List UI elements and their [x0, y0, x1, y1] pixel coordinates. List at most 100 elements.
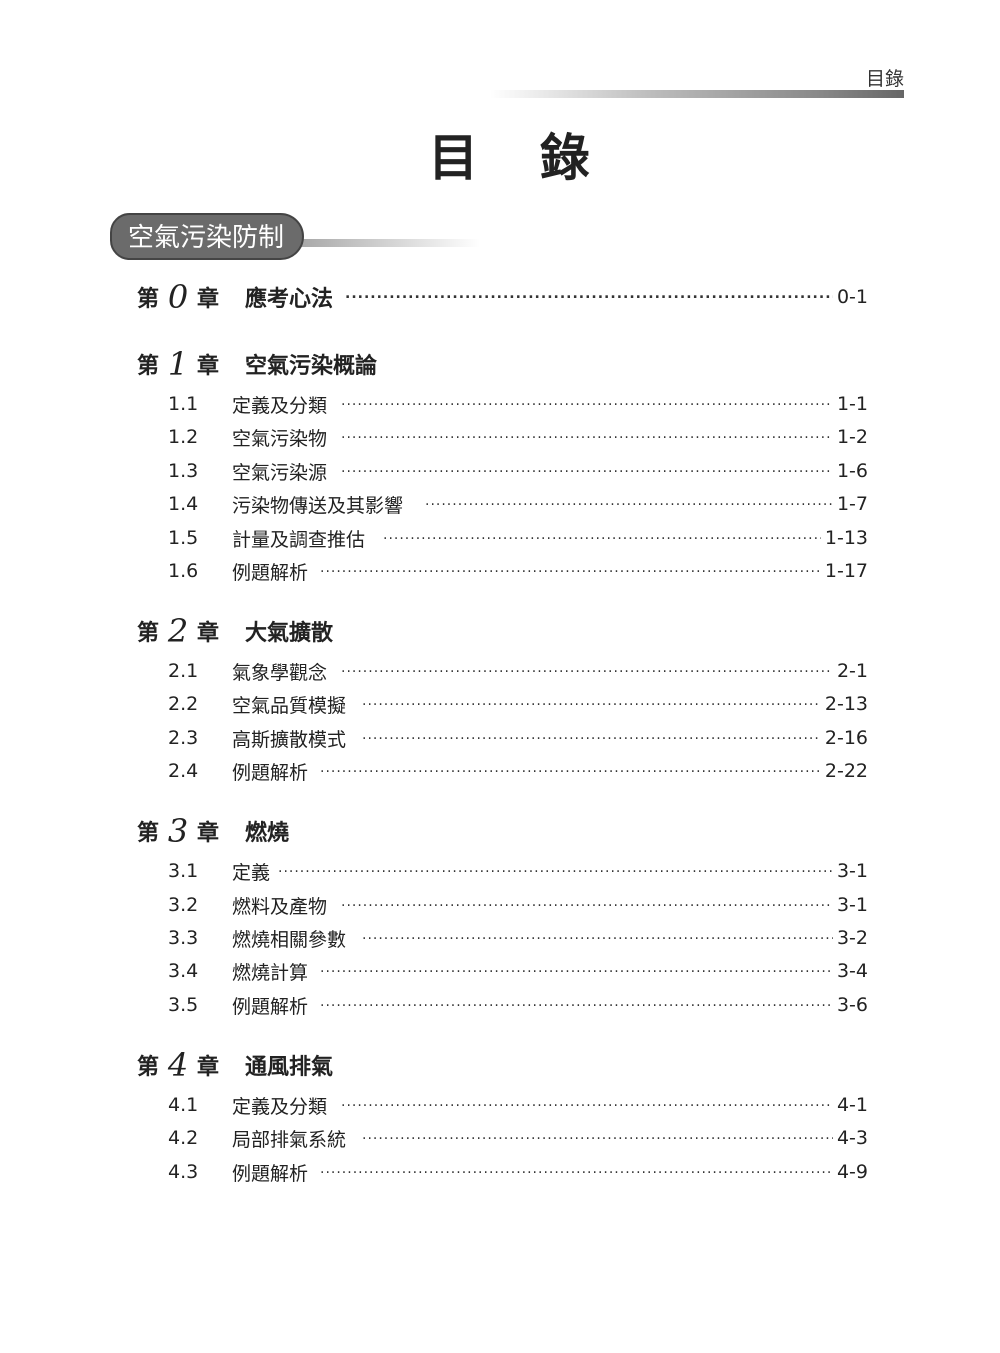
page-number: 2-22 [824, 760, 868, 782]
section-entry[interactable]: 3.1 定義...................................… [0, 856, 1000, 886]
chapter-title: 應考心法 [245, 287, 334, 312]
section-entry[interactable]: 2.4 例題解析.................................… [0, 756, 1000, 786]
chapter-entry[interactable]: 第 2 章大氣擴散 [0, 612, 1000, 650]
leader-dots: ........................................… [320, 760, 821, 776]
chapter-suffix: 章 [197, 354, 220, 379]
page-number: 3-1 [836, 860, 868, 882]
leader-dots: ........................................… [320, 1161, 833, 1177]
section-entry[interactable]: 3.3 燃燒相關參數...............................… [0, 923, 1000, 953]
page-number: 1-1 [836, 393, 868, 415]
running-header: 目錄 [865, 68, 904, 90]
page-number: 1-13 [824, 527, 868, 549]
section-title: 例題解析 [232, 995, 309, 1018]
header-gradient-bar [490, 90, 904, 98]
section-title: 燃料及產物 [232, 895, 328, 918]
section-entry[interactable]: 3.5 例題解析.................................… [0, 990, 1000, 1020]
chapter-prefix: 第 [137, 821, 160, 846]
section-title: 例題解析 [232, 561, 309, 584]
section-entry[interactable]: 1.1 定義及分類................................… [0, 389, 1000, 419]
leader-dots: ........................................… [320, 560, 821, 576]
chapter-number: 0 [167, 278, 189, 316]
page-number: 3-4 [836, 960, 868, 982]
section-number: 1.3 [168, 460, 199, 482]
part-gradient-bar [270, 239, 480, 247]
section-number: 2.4 [168, 760, 199, 782]
page-number: 2-1 [836, 660, 868, 682]
section-title: 定義及分類 [232, 1095, 328, 1118]
dot-leader: ........................................… [341, 393, 868, 415]
section-entry[interactable]: 2.2 空氣品質模擬...............................… [0, 689, 1000, 719]
leader-dots: ........................................… [362, 1127, 833, 1143]
section-number: 3.5 [168, 994, 199, 1016]
leader-dots: ........................................… [362, 727, 821, 743]
section-entry[interactable]: 1.5 計量及調查推估..............................… [0, 523, 1000, 553]
section-title: 定義 [232, 861, 271, 884]
dot-leader: ........................................… [320, 560, 868, 582]
section-number: 1.2 [168, 426, 199, 448]
leader-dots: ........................................… [345, 286, 833, 302]
leader-dots: ........................................… [425, 493, 833, 509]
leader-dots: ........................................… [341, 894, 833, 910]
chapter-number: 4 [167, 1046, 189, 1084]
chapter-suffix: 章 [197, 821, 220, 846]
chapter-title: 空氣污染概論 [245, 354, 378, 379]
section-title: 定義及分類 [232, 394, 328, 417]
chapter-entry[interactable]: 第 1 章空氣污染概論 [0, 345, 1000, 383]
page-title: 目 錄 [428, 128, 612, 187]
leader-dots: ........................................… [362, 927, 833, 943]
section-title: 例題解析 [232, 1162, 309, 1185]
dot-leader: ........................................… [362, 727, 868, 749]
leader-dots: ........................................… [341, 660, 833, 676]
dot-leader: ........................................… [341, 1094, 868, 1116]
leader-dots: ........................................… [278, 860, 833, 876]
section-title: 局部排氣系統 [232, 1128, 347, 1151]
leader-dots: ........................................… [383, 527, 821, 543]
section-number: 3.3 [168, 927, 199, 949]
section-entry[interactable]: 4.3 例題解析.................................… [0, 1157, 1000, 1187]
section-entry[interactable]: 1.2 空氣污染物................................… [0, 422, 1000, 452]
section-title: 空氣品質模擬 [232, 694, 347, 717]
chapter-prefix: 第 [137, 1055, 160, 1080]
leader-dots: ........................................… [320, 994, 833, 1010]
page-number: 2-16 [824, 727, 868, 749]
section-number: 3.4 [168, 960, 199, 982]
section-entry[interactable]: 1.6 例題解析.................................… [0, 556, 1000, 586]
section-title: 例題解析 [232, 761, 309, 784]
section-entry[interactable]: 1.3 空氣污染源................................… [0, 456, 1000, 486]
dot-leader: ........................................… [320, 994, 868, 1016]
chapter-entry[interactable]: 第 3 章燃燒 [0, 812, 1000, 850]
section-entry[interactable]: 3.4 燃燒計算.................................… [0, 956, 1000, 986]
section-number: 2.2 [168, 693, 199, 715]
page-number: 3-1 [836, 894, 868, 916]
chapter-number: 3 [167, 812, 189, 850]
dot-leader: ........................................… [341, 660, 868, 682]
section-title: 燃燒相關參數 [232, 928, 347, 951]
section-number: 3.1 [168, 860, 199, 882]
section-title: 燃燒計算 [232, 961, 309, 984]
section-entry[interactable]: 2.1 氣象學觀念................................… [0, 656, 1000, 686]
section-entry[interactable]: 4.1 定義及分類................................… [0, 1090, 1000, 1120]
page-number: 3-2 [836, 927, 868, 949]
page-number: 1-17 [824, 560, 868, 582]
leader-dots: ........................................… [341, 460, 833, 476]
page-number: 0-1 [836, 286, 868, 308]
dot-leader: ........................................… [341, 426, 868, 448]
chapter-entry[interactable]: 第 4 章通風排氣 [0, 1046, 1000, 1084]
chapter-number: 1 [167, 345, 189, 383]
section-number: 4.3 [168, 1161, 199, 1183]
page-number: 4-3 [836, 1127, 868, 1149]
chapter-prefix: 第 [137, 621, 160, 646]
dot-leader: ........................................… [278, 860, 868, 882]
page-number: 1-7 [836, 493, 868, 515]
section-entry[interactable]: 3.2 燃料及產物................................… [0, 890, 1000, 920]
section-entry[interactable]: 1.4 污染物傳送及其影響............................… [0, 489, 1000, 519]
dot-leader: ........................................… [345, 286, 868, 308]
section-entry[interactable]: 2.3 高斯擴散模式...............................… [0, 723, 1000, 753]
page-number: 1-6 [836, 460, 868, 482]
page-number: 4-1 [836, 1094, 868, 1116]
chapter-entry[interactable]: 第 0 章應考心法.................................… [0, 278, 1000, 316]
dot-leader: ........................................… [362, 927, 868, 949]
section-title: 計量及調查推估 [232, 528, 366, 551]
chapter-title: 燃燒 [245, 821, 290, 846]
section-entry[interactable]: 4.2 局部排氣系統...............................… [0, 1123, 1000, 1153]
